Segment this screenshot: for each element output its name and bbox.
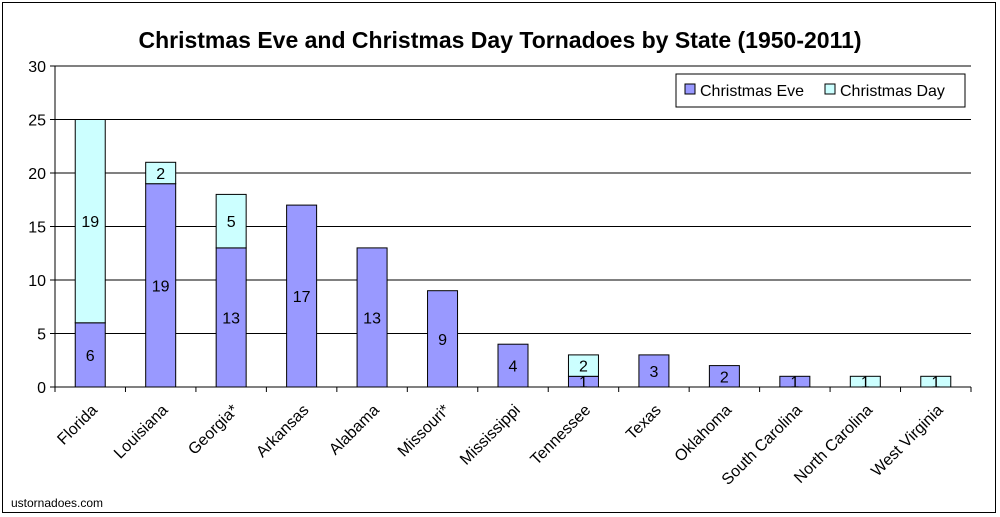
x-tick-label: Mississippi bbox=[457, 402, 524, 469]
y-tick-label: 20 bbox=[28, 166, 46, 183]
data-label: 2 bbox=[156, 166, 165, 183]
legend-label-christmas-day: Christmas Day bbox=[840, 83, 945, 100]
y-tick-label: 25 bbox=[28, 113, 46, 130]
bar-christmas-eve bbox=[356, 247, 388, 388]
data-label: 13 bbox=[222, 310, 240, 327]
bar-christmas-eve bbox=[638, 354, 670, 388]
data-label: 1 bbox=[579, 375, 588, 392]
legend-swatch-christmas-day bbox=[824, 83, 836, 95]
bars bbox=[74, 119, 952, 388]
data-label: 2 bbox=[720, 369, 729, 386]
bar-christmas-day bbox=[920, 375, 952, 388]
data-label: 1 bbox=[861, 375, 870, 392]
bar-christmas-eve bbox=[779, 375, 811, 388]
y-tick-label: 10 bbox=[28, 273, 46, 290]
x-tick-label: Arkansas bbox=[253, 402, 312, 461]
data-label: 17 bbox=[293, 289, 311, 306]
y-tick-label: 30 bbox=[28, 59, 46, 76]
data-label: 4 bbox=[509, 359, 518, 376]
bar-christmas-eve bbox=[215, 247, 247, 388]
bar-christmas-eve bbox=[145, 183, 177, 388]
x-tick-label: Oklahoma bbox=[672, 402, 736, 466]
x-tick-label: Missouri* bbox=[395, 402, 454, 461]
bar-christmas-day bbox=[74, 119, 106, 324]
legend-label-christmas-eve: Christmas Eve bbox=[700, 83, 804, 100]
x-tick-label: Georgia* bbox=[185, 402, 242, 459]
y-tick-label: 5 bbox=[37, 327, 46, 344]
data-label: 1 bbox=[790, 375, 799, 392]
y-tick-label: 15 bbox=[28, 220, 46, 237]
legend-swatch-christmas-eve bbox=[684, 83, 696, 95]
x-tick-label: Alabama bbox=[326, 402, 383, 459]
source-credit: ustornadoes.com bbox=[11, 496, 103, 510]
data-label: 2 bbox=[579, 359, 588, 376]
x-tick-label: Florida bbox=[54, 402, 101, 449]
bar-christmas-eve bbox=[497, 343, 529, 388]
legend-box bbox=[675, 73, 966, 108]
legend: Christmas Eve Christmas Day bbox=[675, 73, 966, 108]
data-label: 1 bbox=[931, 375, 940, 392]
bar-christmas-eve bbox=[427, 290, 459, 388]
x-tick-label: Tennessee bbox=[528, 402, 595, 469]
chart-title: Christmas Eve and Christmas Day Tornadoe… bbox=[138, 27, 861, 53]
x-tick-label: Louisiana bbox=[111, 402, 172, 463]
data-label: 6 bbox=[86, 348, 95, 365]
x-tick-label: Texas bbox=[623, 402, 665, 444]
data-label: 19 bbox=[152, 278, 170, 295]
x-tick-label: West Virginia bbox=[868, 402, 946, 480]
bar-christmas-eve bbox=[708, 365, 740, 388]
data-label: 5 bbox=[227, 214, 236, 231]
data-label: 19 bbox=[81, 214, 99, 231]
bar-christmas-day bbox=[215, 193, 247, 249]
bar-christmas-day bbox=[145, 161, 177, 185]
data-label: 13 bbox=[363, 310, 381, 327]
data-label: 3 bbox=[649, 364, 658, 381]
bar-christmas-eve bbox=[74, 322, 106, 388]
bar-christmas-day bbox=[849, 375, 881, 388]
bar-christmas-day bbox=[567, 354, 599, 377]
bar-christmas-eve bbox=[286, 204, 318, 388]
y-tick-label: 0 bbox=[37, 380, 46, 397]
data-label: 9 bbox=[438, 332, 447, 349]
gridlines bbox=[55, 65, 971, 334]
chart-canvas: Christmas Eve and Christmas Day Tornadoe… bbox=[11, 27, 972, 510]
